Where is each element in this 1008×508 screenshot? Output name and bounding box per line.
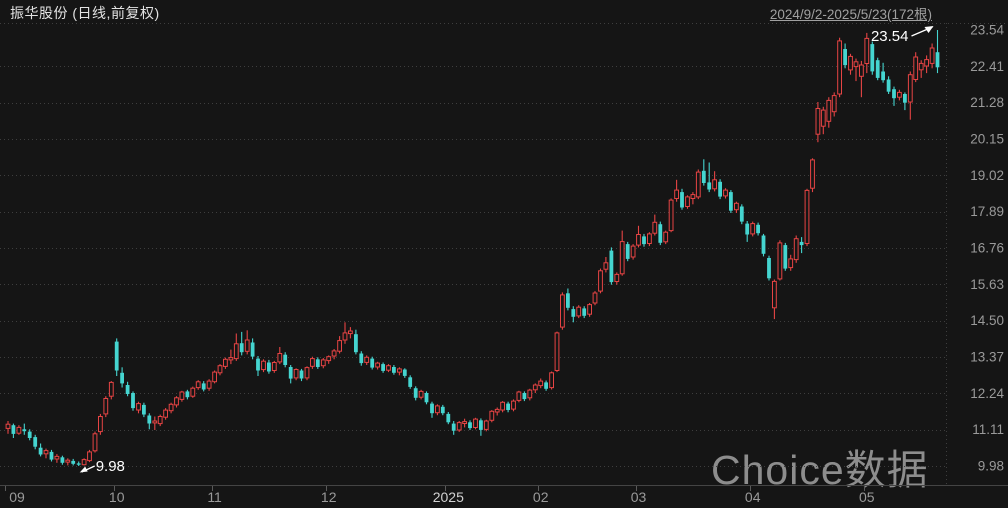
svg-text:9.98: 9.98 (96, 458, 125, 475)
svg-text:2025: 2025 (433, 489, 464, 505)
chart-title: 振华股份 (日线,前复权) (10, 5, 160, 21)
svg-text:12.24: 12.24 (970, 386, 1004, 401)
svg-text:11.11: 11.11 (972, 422, 1004, 437)
svg-text:10: 10 (109, 489, 125, 505)
svg-text:15.63: 15.63 (970, 277, 1004, 292)
svg-text:11: 11 (207, 489, 222, 505)
svg-text:02: 02 (533, 489, 549, 505)
svg-text:14.50: 14.50 (970, 313, 1004, 328)
svg-text:12: 12 (321, 489, 337, 505)
svg-text:03: 03 (631, 489, 647, 505)
date-range-label[interactable]: 2024/9/2-2025/5/23(172根) (769, 7, 932, 22)
svg-text:13.37: 13.37 (970, 350, 1004, 365)
grid (0, 23, 1008, 491)
svg-text:21.28: 21.28 (970, 95, 1004, 110)
svg-text:17.89: 17.89 (970, 204, 1004, 219)
y-axis-labels: 23.54 22.41 21.28 20.15 19.02 17.89 16.76 15.63… (970, 23, 1004, 474)
low-annotation: 9.98 (79, 458, 125, 475)
svg-text:19.02: 19.02 (970, 168, 1004, 183)
high-annotation: 23.54 (871, 26, 934, 45)
candles (5, 30, 940, 466)
svg-text:9.98: 9.98 (978, 459, 1004, 474)
chart-header: 振华股份 (日线,前复权) 2024/9/2-2025/5/23(172根) (0, 0, 1008, 23)
svg-text:22.41: 22.41 (970, 59, 1004, 74)
svg-text:09: 09 (9, 489, 25, 505)
x-axis-labels: 09 10 11 12 2025 02 03 04 05 (9, 489, 875, 505)
svg-text:05: 05 (859, 489, 875, 505)
svg-text:16.76: 16.76 (970, 241, 1004, 256)
svg-text:23.54: 23.54 (871, 28, 909, 45)
svg-text:20.15: 20.15 (970, 132, 1004, 147)
svg-text:23.54: 23.54 (970, 23, 1004, 38)
svg-text:04: 04 (745, 489, 761, 505)
